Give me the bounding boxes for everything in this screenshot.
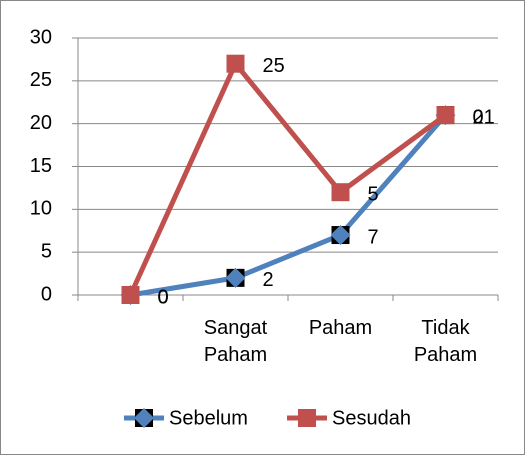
legend-marker — [298, 409, 316, 427]
data-label: 21 — [473, 106, 495, 128]
y-tick-label: 15 — [30, 155, 52, 177]
series-line — [128, 61, 447, 297]
data-label: 25 — [263, 55, 285, 77]
data-label: 0 — [473, 106, 484, 128]
legend-marker — [134, 408, 154, 428]
y-tick-label: 25 — [30, 69, 52, 91]
marker — [226, 54, 245, 73]
series-line — [130, 113, 448, 298]
data-label: 7 — [368, 226, 379, 248]
x-tick-label: Sangat Paham — [203, 317, 268, 366]
marker — [436, 106, 455, 125]
x-tick-label: Paham — [308, 317, 373, 339]
data-label: 0 — [158, 286, 169, 308]
y-tick-label: 20 — [30, 112, 52, 134]
data-label: 0 — [158, 286, 169, 308]
y-tick-label: 0 — [41, 283, 52, 305]
marker — [331, 183, 350, 202]
y-tick-label: 10 — [30, 198, 52, 220]
y-tick-label: 5 — [41, 240, 52, 262]
legend-label: Sesudah — [332, 407, 411, 429]
y-tick-label: 30 — [30, 26, 52, 48]
legend-label: Sebelum — [169, 407, 248, 429]
marker — [121, 286, 140, 304]
marker — [330, 225, 351, 246]
data-label: 2 — [263, 269, 274, 291]
x-tick-label: Tidak Paham — [413, 317, 478, 366]
data-label: 5 — [368, 183, 379, 205]
marker — [225, 267, 246, 288]
